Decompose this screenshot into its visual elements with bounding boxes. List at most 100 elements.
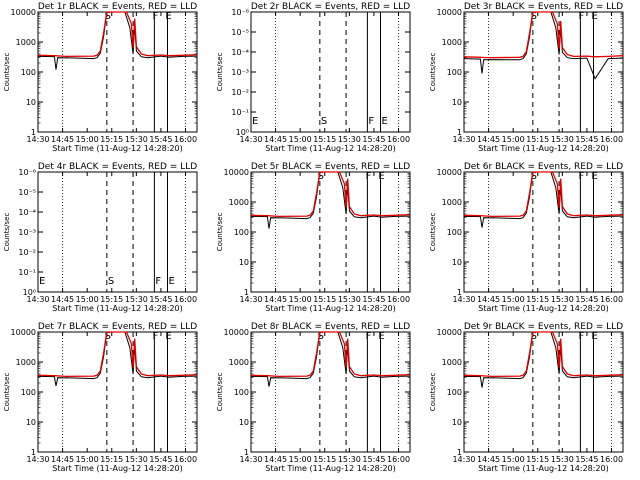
marker-label: F: [578, 331, 584, 342]
x-tick-label: 15:30: [125, 455, 148, 464]
x-tick-label: 16:00: [600, 295, 623, 304]
x-tick-label: 15:30: [551, 135, 574, 144]
x-tick-label: 15:15: [313, 455, 336, 464]
y-tick-label: 10000: [11, 8, 36, 17]
y-tick-label: 100: [447, 68, 462, 77]
x-tick-label: 15:00: [289, 295, 312, 304]
y-tick-label: 100: [447, 388, 462, 397]
y-tick-label: 1000: [229, 358, 249, 367]
x-tick-label: 15:45: [575, 455, 598, 464]
y-tick-label: 10⁻⁶: [18, 168, 36, 177]
y-tick-label: 10⁻²: [18, 248, 36, 257]
x-tick-label: 15:15: [526, 455, 549, 464]
panel-title: Det 5r BLACK = Events, RED = LLD: [251, 162, 410, 172]
x-tick-label: 16:00: [174, 455, 197, 464]
x-tick-label: 14:30: [452, 135, 475, 144]
marker-label: E: [591, 331, 597, 342]
y-tick-label: 1: [244, 448, 249, 457]
y-tick-label: 1: [31, 128, 36, 137]
y-tick-label: 1000: [16, 38, 36, 47]
y-tick-label: 10⁻⁴: [18, 208, 36, 217]
y-axis-label: Counts/sec: [3, 373, 11, 412]
marker-label: S: [105, 331, 111, 342]
lld-series-line: [250, 171, 411, 218]
y-tick-label: 10: [239, 418, 249, 427]
y-tick-label: 10⁻²: [231, 88, 249, 97]
x-tick-label: 15:00: [502, 135, 525, 144]
marker-label: S: [531, 11, 537, 22]
x-tick-label: 15:30: [338, 295, 361, 304]
plot-frame: [463, 171, 624, 293]
x-tick-label: 14:45: [477, 135, 500, 144]
x-tick-label: 14:45: [264, 455, 287, 464]
x-tick-label: 14:45: [477, 455, 500, 464]
y-axis-label: Counts/sec: [429, 373, 437, 412]
x-tick-label: 16:00: [387, 455, 410, 464]
x-tick-label: 15:30: [551, 455, 574, 464]
x-tick-label: 15:45: [575, 135, 598, 144]
panel-title: Det 7r BLACK = Events, RED = LLD: [38, 322, 197, 332]
x-tick-label: 15:15: [526, 135, 549, 144]
events-series-line: [37, 331, 198, 387]
y-tick-label: 10000: [11, 328, 36, 337]
x-tick-label: 14:45: [51, 455, 74, 464]
marker-label: S: [531, 171, 537, 182]
x-tick-label: 14:30: [239, 455, 262, 464]
y-tick-label: 100: [234, 388, 249, 397]
marker-label: E: [378, 171, 384, 182]
panel-title: Det 3r BLACK = Events, RED = LLD: [464, 2, 623, 12]
y-tick-label: 10⁻¹: [18, 268, 36, 277]
plot-frame: [250, 11, 411, 133]
y-tick-label: 10⁰: [23, 288, 36, 297]
x-tick-label: 15:00: [76, 455, 99, 464]
y-axis-label: Counts/sec: [216, 53, 224, 92]
y-tick-label: 10⁻³: [231, 68, 249, 77]
x-axis-label: Start Time (11-Aug-12 14:28:20): [478, 464, 609, 473]
events-series-line: [37, 11, 198, 70]
marker-label: E: [39, 276, 45, 287]
x-axis-label: Start Time (11-Aug-12 14:28:20): [265, 144, 396, 153]
x-tick-label: 15:45: [149, 455, 172, 464]
y-tick-label: 1: [457, 448, 462, 457]
lld-series-line: [463, 11, 624, 59]
x-tick-label: 15:15: [526, 295, 549, 304]
y-tick-label: 100: [21, 388, 36, 397]
det-panel-3: Det 3r BLACK = Events, RED = LLD 14:30 14:…: [429, 2, 624, 153]
det-panel-6: Det 6r BLACK = Events, RED = LLD 14:30 14:…: [429, 162, 624, 313]
panel-title: Det 2r BLACK = Events, RED = LLD: [251, 2, 410, 12]
y-tick-label: 100: [447, 228, 462, 237]
det-panel-5: Det 5r BLACK = Events, RED = LLD 14:30 14:…: [216, 162, 411, 313]
marker-label: E: [591, 11, 597, 22]
x-tick-label: 15:00: [289, 135, 312, 144]
marker-label: F: [578, 11, 584, 22]
y-tick-label: 10: [26, 418, 36, 427]
x-tick-label: 16:00: [174, 295, 197, 304]
y-tick-label: 10: [26, 98, 36, 107]
y-tick-label: 1000: [442, 198, 462, 207]
marker-label: F: [152, 11, 158, 22]
x-axis-label: Start Time (11-Aug-12 14:28:20): [52, 144, 183, 153]
x-tick-label: 15:00: [502, 455, 525, 464]
x-tick-label: 15:30: [125, 295, 148, 304]
x-tick-label: 15:15: [100, 295, 123, 304]
y-tick-label: 1: [457, 288, 462, 297]
lld-series-line: [463, 171, 624, 218]
marker-label: S: [318, 171, 324, 182]
marker-label: F: [152, 331, 158, 342]
events-series-line: [463, 171, 624, 228]
det-panel-9: Det 9r BLACK = Events, RED = LLD 14:30 14:…: [429, 322, 624, 473]
x-tick-label: 14:45: [264, 295, 287, 304]
y-tick-label: 1000: [442, 358, 462, 367]
y-axis-label: Counts/sec: [429, 53, 437, 92]
y-axis-label: Counts/sec: [216, 213, 224, 252]
plot-frame: [37, 11, 198, 133]
x-tick-label: 14:30: [239, 295, 262, 304]
x-tick-label: 15:15: [313, 135, 336, 144]
y-tick-label: 1000: [229, 198, 249, 207]
events-series-line: [463, 11, 624, 80]
events-series-line: [463, 331, 624, 388]
x-tick-label: 14:30: [26, 295, 49, 304]
y-tick-label: 10000: [437, 168, 462, 177]
det-panel-1: Det 1r BLACK = Events, RED = LLD 14:30 14:…: [3, 2, 198, 153]
x-axis-label: Start Time (11-Aug-12 14:28:20): [265, 304, 396, 313]
